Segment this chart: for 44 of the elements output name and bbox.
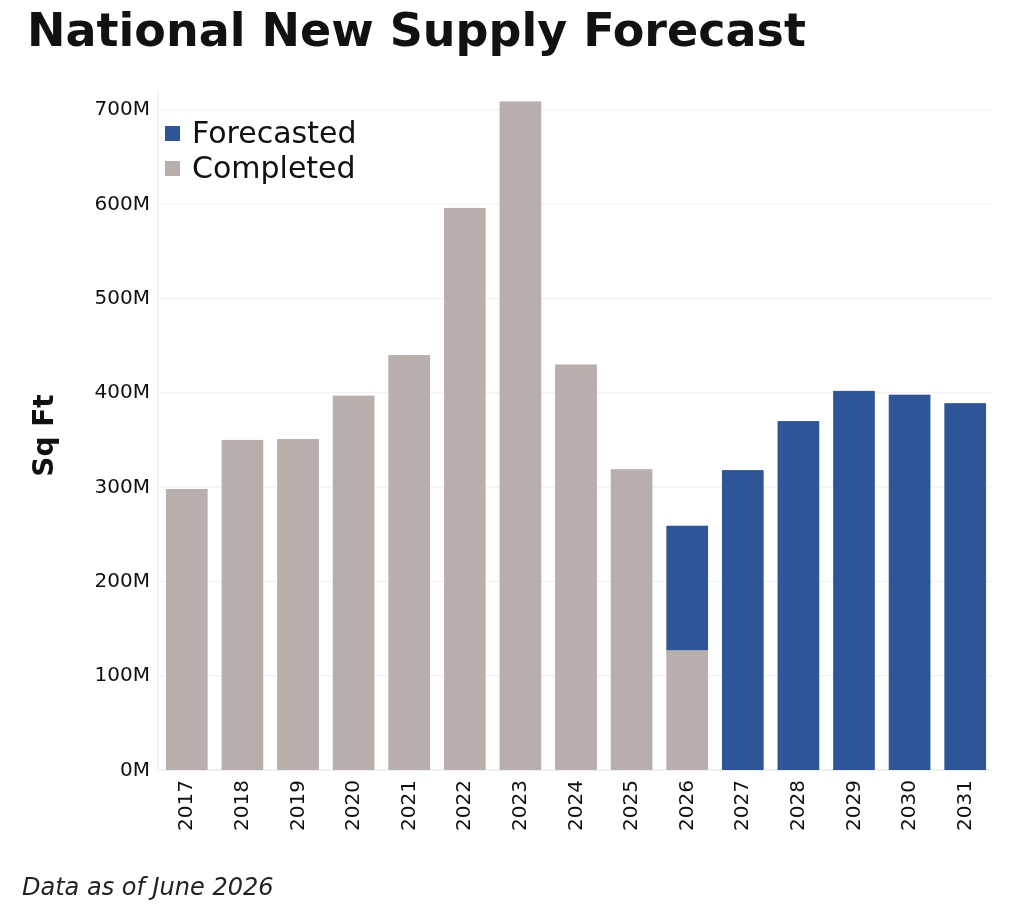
bar: [833, 390, 875, 770]
x-tick-label: 2031: [951, 780, 976, 831]
x-tick-label: 2024: [562, 780, 587, 831]
bar: [777, 421, 820, 770]
bar: [888, 394, 931, 770]
y-tick-label: 700M: [94, 96, 150, 121]
y-tick-label: 0M: [120, 756, 150, 781]
x-tick-label: 2022: [451, 780, 476, 831]
y-tick-label: 200M: [94, 567, 150, 592]
bar: [165, 488, 208, 770]
legend-label: Completed: [192, 149, 356, 185]
x-tick-label: 2029: [840, 780, 865, 831]
y-tick-label: 500M: [94, 284, 150, 309]
chart-title: National New Supply Forecast: [27, 3, 806, 57]
bar: [721, 470, 764, 770]
bar: [555, 364, 597, 770]
y-tick-label: 100M: [94, 662, 150, 687]
bar: [332, 395, 375, 770]
legend-label: Forecasted: [192, 114, 357, 150]
x-tick-label: 2025: [618, 780, 643, 831]
x-tick-label: 2017: [173, 780, 198, 831]
x-tick-label: 2023: [506, 780, 531, 831]
y-tick-label: 400M: [94, 379, 150, 404]
y-tick-label: 600M: [94, 190, 150, 215]
x-tick-label: 2028: [784, 780, 809, 831]
x-tick-label: 2030: [896, 780, 921, 831]
bar: [666, 650, 709, 770]
bar: [499, 101, 542, 770]
text: Data as of June 2026: [22, 873, 274, 901]
x-tick-label: 2026: [673, 780, 698, 831]
bar: [443, 207, 486, 770]
x-tick-label: 2020: [340, 780, 365, 831]
bar: [277, 438, 319, 770]
x-tick-label: 2018: [228, 780, 253, 831]
y-tick-label: 300M: [94, 473, 150, 498]
y-axis-title: Sq Ft: [27, 394, 60, 477]
x-tick-label: 2019: [284, 780, 309, 831]
bar: [610, 469, 653, 770]
x-tick-label: 2027: [729, 780, 754, 831]
bar: [221, 439, 264, 770]
bar: [944, 403, 987, 770]
bar: [666, 525, 709, 651]
bar: [388, 355, 431, 770]
x-tick-label: 2021: [395, 780, 420, 831]
